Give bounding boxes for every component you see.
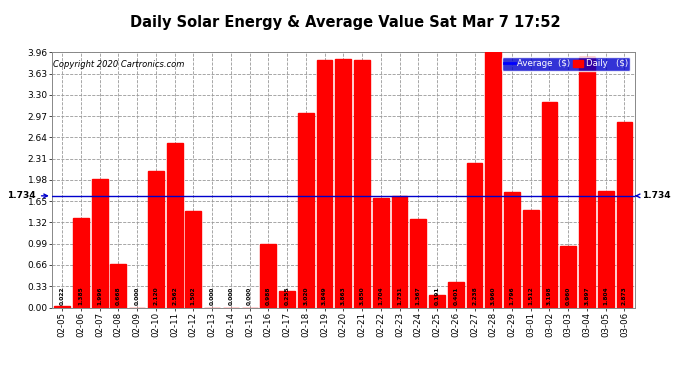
Text: 1.996: 1.996 (97, 286, 102, 305)
Text: 1.731: 1.731 (397, 286, 402, 305)
Text: 0.000: 0.000 (210, 287, 215, 305)
Text: 0.668: 0.668 (116, 286, 121, 305)
Bar (354, 60, 370, 308)
Bar (148, 171, 164, 308)
Text: 2.120: 2.120 (153, 286, 158, 305)
Text: 2.238: 2.238 (472, 286, 477, 305)
Text: 1.734: 1.734 (636, 191, 671, 200)
Text: 1.804: 1.804 (603, 286, 609, 305)
Bar (542, 102, 558, 308)
Text: 1.704: 1.704 (378, 286, 383, 305)
Text: 3.897: 3.897 (584, 286, 589, 305)
Bar (617, 123, 633, 308)
Text: Copyright 2020 Cartronics.com: Copyright 2020 Cartronics.com (53, 60, 184, 69)
Text: 1.502: 1.502 (191, 286, 196, 305)
Text: 0.401: 0.401 (453, 286, 458, 305)
Text: 1.796: 1.796 (509, 286, 515, 305)
Bar (298, 113, 314, 308)
Text: 0.000: 0.000 (247, 287, 252, 305)
Bar (73, 218, 89, 308)
Text: 3.020: 3.020 (304, 286, 308, 305)
Text: 3.850: 3.850 (359, 286, 364, 305)
Text: 1.512: 1.512 (529, 286, 533, 305)
Text: 2.873: 2.873 (622, 286, 627, 305)
Bar (485, 53, 501, 308)
Bar (523, 210, 539, 308)
Bar (279, 291, 295, 308)
Bar (373, 198, 388, 308)
Bar (317, 60, 333, 308)
Bar (391, 196, 408, 308)
Text: 1.367: 1.367 (416, 286, 421, 305)
Text: 1.734: 1.734 (8, 191, 48, 200)
Bar (335, 59, 351, 308)
Bar (166, 142, 183, 308)
Bar (54, 306, 70, 308)
Bar (466, 164, 482, 308)
Text: Daily Solar Energy & Average Value Sat Mar 7 17:52: Daily Solar Energy & Average Value Sat M… (130, 15, 560, 30)
Text: 3.960: 3.960 (491, 286, 495, 305)
Text: 3.863: 3.863 (341, 286, 346, 305)
Bar (92, 179, 108, 308)
Bar (260, 244, 276, 308)
Bar (598, 191, 613, 308)
Bar (411, 219, 426, 308)
Bar (504, 192, 520, 308)
Bar (110, 264, 126, 308)
Bar (448, 282, 464, 308)
Text: 0.255: 0.255 (284, 286, 290, 305)
Text: 0.000: 0.000 (135, 287, 139, 305)
Bar (579, 57, 595, 308)
Text: 0.022: 0.022 (59, 286, 65, 305)
Text: 3.849: 3.849 (322, 286, 327, 305)
Text: 1.385: 1.385 (78, 286, 83, 305)
Text: 0.000: 0.000 (228, 287, 233, 305)
Text: 2.562: 2.562 (172, 286, 177, 305)
Text: 0.960: 0.960 (566, 286, 571, 305)
Text: 0.988: 0.988 (266, 286, 270, 305)
Bar (186, 211, 201, 308)
Bar (429, 295, 445, 307)
Text: 0.191: 0.191 (435, 286, 440, 305)
Legend: Average  ($), Daily   ($): Average ($), Daily ($) (502, 57, 631, 71)
Bar (560, 246, 576, 308)
Text: 3.198: 3.198 (547, 286, 552, 305)
